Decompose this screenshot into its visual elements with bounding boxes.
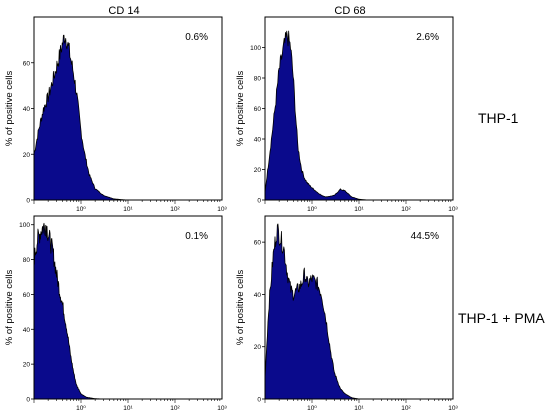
y-tick-label: 60 [23,60,31,67]
y-tick-label: 0 [257,397,261,404]
panel-2: 0 20 40 60 80 100 10⁰ 10¹ 10² 10³ % of positive ce… [235,16,459,213]
y-tick-label: 40 [254,292,262,299]
percentage-annotation: 0.1% [185,231,208,242]
percentage-annotation: 2.6% [416,32,439,43]
percentage-annotation: 0.6% [185,32,208,43]
x-tick-label: 10¹ [354,206,364,213]
y-tick-label: 100 [19,222,30,229]
x-tick-label: 10³ [448,405,458,412]
y-tick-label: 60 [254,240,262,247]
x-tick-label: 10³ [217,206,227,213]
x-tick-label: 10⁰ [307,206,317,213]
y-axis-label: % of positive cells [235,71,246,147]
y-tick-label: 20 [23,362,31,369]
panel-1: 0 20 40 60 10⁰ 10¹ 10² 10³ % of positive cells 0.… [4,16,228,213]
x-tick-label: 10² [401,405,411,412]
column-title-cd68: CD 68 [334,5,366,17]
y-tick-label: 40 [254,137,262,144]
y-tick-label: 60 [23,292,31,299]
x-tick-label: 10¹ [123,206,133,213]
x-tick-label: 10³ [448,206,458,213]
y-tick-label: 20 [23,152,31,159]
histogram-area [33,222,104,400]
y-tick-label: 80 [23,257,31,264]
y-tick-label: 100 [250,45,261,52]
x-tick-label: 10² [170,206,180,213]
x-tick-label: 10² [170,405,180,412]
row-label-thp1-pma: THP-1 + PMA [458,310,545,326]
x-tick-label: 10⁰ [76,206,86,213]
panel-3: 0 20 40 60 80 100 10⁰ 10¹ 10² 10³ % of positive ce… [4,215,228,412]
y-axis-label: % of positive cells [235,270,246,346]
histogram-area [264,223,360,400]
y-tick-label: 0 [26,397,30,404]
y-tick-label: 80 [254,76,262,83]
percentage-annotation: 44.5% [411,231,439,242]
y-tick-label: 0 [26,198,30,205]
x-tick-label: 10¹ [123,405,133,412]
histogram-area [264,30,368,201]
panel-4: 0 20 40 60 10⁰ 10¹ 10² 10³ % of positive cells 44… [235,215,459,412]
y-tick-label: 60 [254,106,262,113]
y-tick-label: 40 [23,327,31,334]
x-tick-label: 10⁰ [76,405,86,412]
y-axis-label: % of positive cells [4,71,15,147]
y-axis-label: % of positive cells [4,270,15,346]
x-tick-label: 10² [401,206,411,213]
x-tick-label: 10⁰ [307,405,317,412]
y-tick-label: 0 [257,198,261,205]
y-tick-label: 40 [23,106,31,113]
y-tick-label: 20 [254,344,262,351]
y-tick-label: 20 [254,167,262,174]
histogram-area [33,34,129,201]
row-label-thp1: THP-1 [478,110,519,126]
x-tick-label: 10¹ [354,405,364,412]
x-tick-label: 10³ [217,405,227,412]
column-title-cd14: CD 14 [108,5,140,17]
